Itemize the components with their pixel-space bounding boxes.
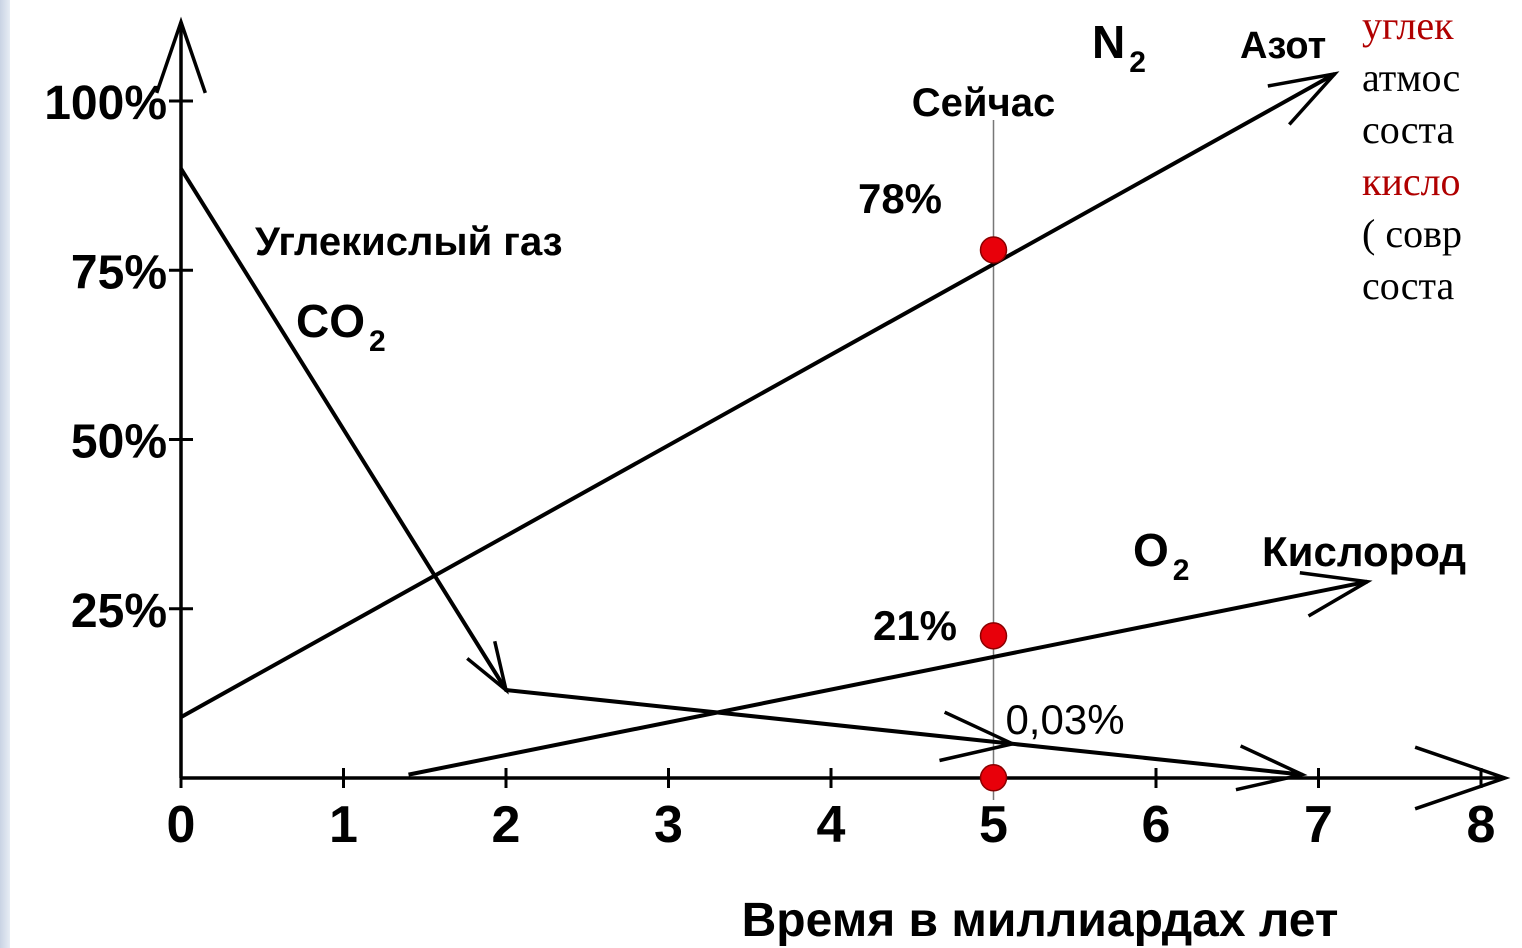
series-lines xyxy=(179,71,1373,792)
x-axis-label: Время в миллиардах лет xyxy=(742,894,1339,947)
side-note-line: кисло xyxy=(1362,159,1461,204)
x-tick-label: 6 xyxy=(1142,796,1171,854)
y-tick-label: 25% xyxy=(71,585,167,638)
x-tick-label: 0 xyxy=(167,796,196,854)
x-tick-label: 8 xyxy=(1467,796,1496,854)
now-marker: Сейчас xyxy=(912,81,1055,800)
y-tick-label: 50% xyxy=(71,416,167,469)
y-tick-label: 100% xyxy=(44,77,167,130)
side-note-line: соста xyxy=(1362,263,1455,308)
x-tick-label: 1 xyxy=(329,796,358,854)
side-note-line: соста xyxy=(1362,107,1455,152)
series-line-2 xyxy=(408,579,1368,777)
series-formula: CO 2 xyxy=(296,295,386,358)
series-arrow-0 xyxy=(1267,71,1340,126)
left-edge-strip xyxy=(0,0,10,948)
co2-mid-arrow-2 xyxy=(939,710,1018,763)
axis-ticks: 0 1 2 3 4 5 6 7 8 25% 50% 75% 100% xyxy=(44,77,1495,854)
series-arrow-1 xyxy=(1235,744,1308,792)
y-axis-arrow xyxy=(155,16,207,94)
point-marker xyxy=(979,764,1008,792)
series-name: Углекислый газ xyxy=(255,220,563,264)
side-note-line: атмос xyxy=(1362,55,1461,100)
chart-labels: Время в миллиардах лет 78% 21% 0,03% N 2 Азот C… xyxy=(255,16,1466,947)
x-tick-label: 7 xyxy=(1304,796,1333,854)
y-tick-label: 75% xyxy=(71,246,167,299)
side-note-text: углек атмос соста кисло ( совр соста xyxy=(1362,0,1522,400)
series-name: Кислород xyxy=(1262,528,1466,575)
series-line-0 xyxy=(180,72,1336,719)
point-marker xyxy=(979,236,1008,264)
series-name: Азот xyxy=(1240,25,1326,67)
point-marker xyxy=(979,622,1008,650)
data-points xyxy=(979,236,1008,792)
co2-mid-arrow-1 xyxy=(466,640,509,695)
x-tick-label: 4 xyxy=(817,796,846,854)
x-tick-label: 5 xyxy=(979,796,1008,854)
point-label: 21% xyxy=(873,602,957,649)
side-note-line: ( совр xyxy=(1362,211,1462,256)
point-label: 78% xyxy=(858,175,942,222)
series-arrow-2 xyxy=(1299,571,1373,618)
now-label: Сейчас xyxy=(912,81,1055,125)
point-label: 0,03% xyxy=(1005,696,1124,743)
x-axis-arrow xyxy=(1414,745,1511,811)
x-tick-label: 3 xyxy=(654,796,683,854)
x-tick-label: 2 xyxy=(492,796,521,854)
side-note-line: углек xyxy=(1362,3,1454,48)
